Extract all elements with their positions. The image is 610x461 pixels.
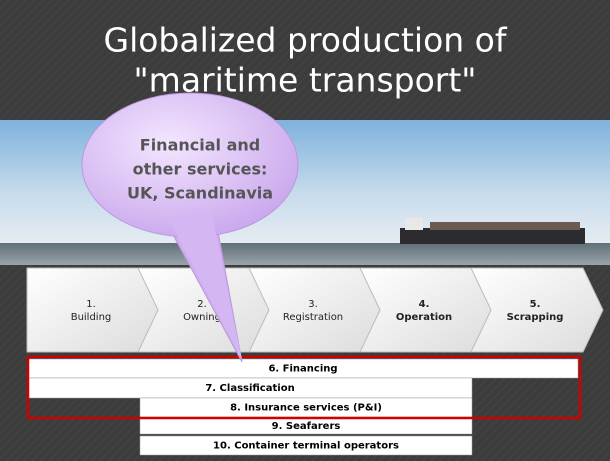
step-number: 2.	[197, 299, 207, 310]
step-name: Building	[71, 312, 112, 323]
service-label: 8. Insurance services (P&I)	[230, 403, 382, 414]
service-label: 7. Classification	[205, 383, 294, 394]
step-number: 4.	[419, 299, 430, 310]
step-name: Registration	[283, 312, 343, 323]
step-number: 1.	[86, 299, 96, 310]
step-chevron	[471, 268, 603, 352]
service-label: 10. Container terminal operators	[213, 441, 399, 452]
title-line: Globalized production of	[104, 21, 508, 60]
callout-line: Financial and	[140, 136, 260, 155]
step-number: 3.	[308, 299, 318, 310]
service-label: 9. Seafarers	[272, 421, 341, 432]
step-number: 5.	[530, 299, 541, 310]
step-chevron	[27, 268, 159, 352]
slide: Globalized production of "maritime trans…	[0, 0, 610, 461]
step-chevron	[360, 268, 492, 352]
step-name: Operation	[396, 312, 452, 323]
service-label: 6. Financing	[268, 364, 337, 375]
callout-line: other services:	[133, 160, 268, 179]
step-chevron	[249, 268, 381, 352]
step-name: Scrapping	[507, 312, 564, 323]
callout-line: UK, Scandinavia	[127, 184, 273, 203]
